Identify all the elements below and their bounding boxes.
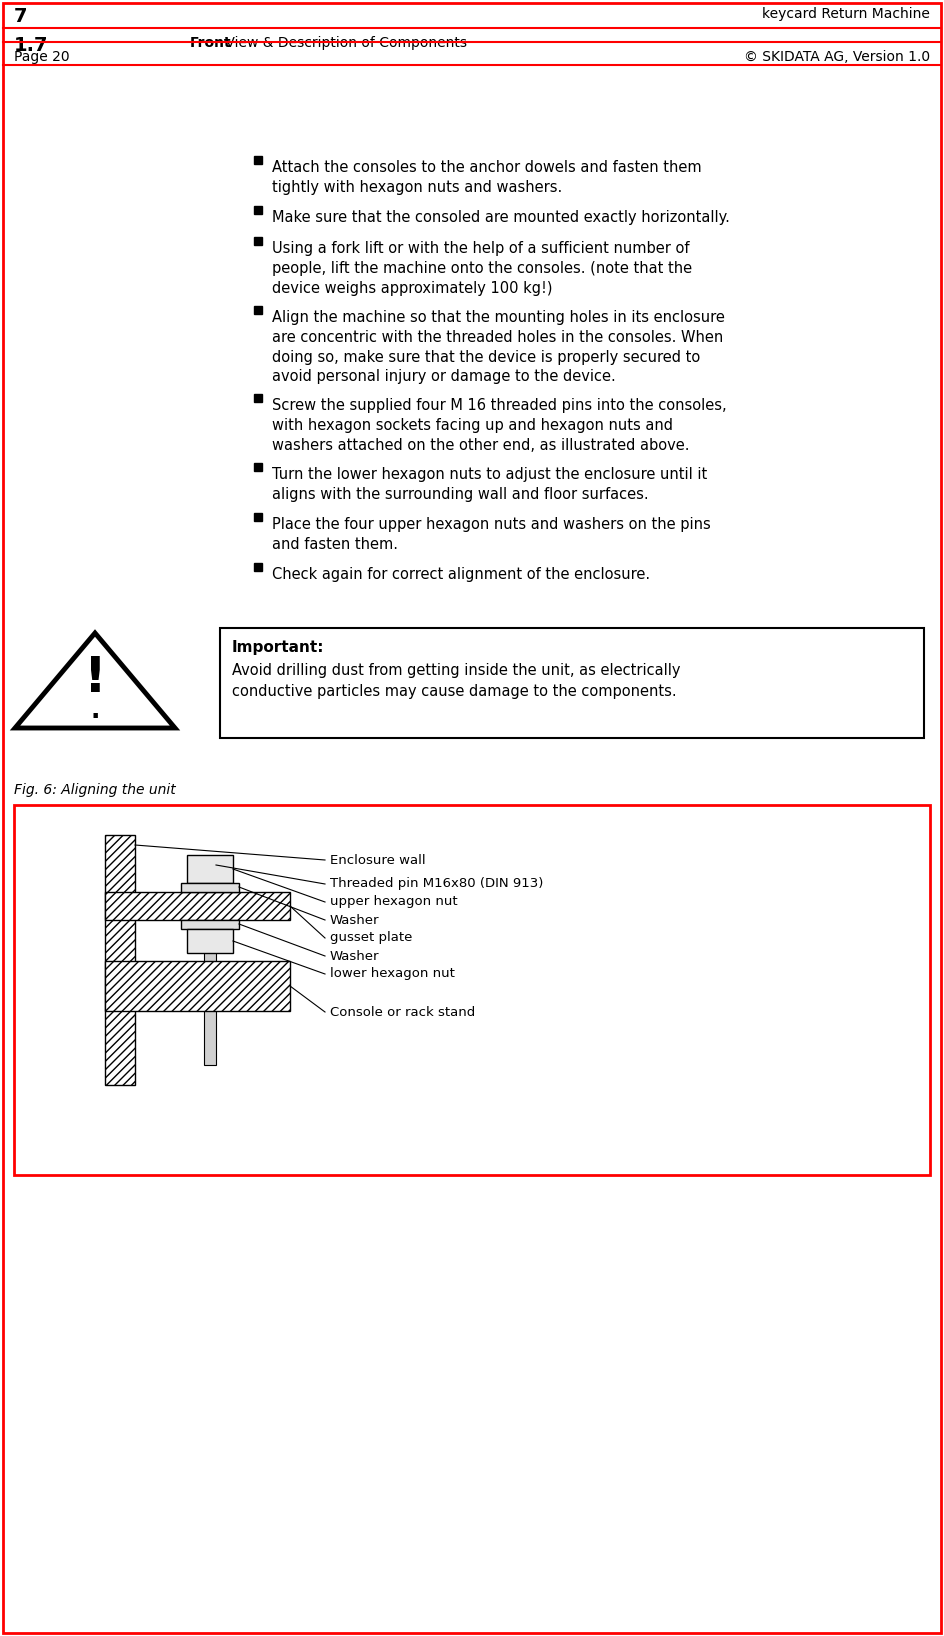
Text: Enclosure wall: Enclosure wall	[330, 854, 426, 867]
Text: Using a fork lift or with the help of a sufficient number of
people, lift the ma: Using a fork lift or with the help of a …	[272, 240, 692, 296]
Bar	[254, 155, 262, 164]
Text: Important:: Important:	[232, 640, 325, 654]
Text: Turn the lower hexagon nuts to adjust the enclosure until it
aligns with the sur: Turn the lower hexagon nuts to adjust th…	[272, 466, 707, 502]
Text: Avoid drilling dust from getting inside the unit, as electrically
conductive par: Avoid drilling dust from getting inside …	[232, 663, 681, 699]
Bar	[254, 237, 262, 245]
Text: !: !	[84, 654, 107, 702]
Text: Attach the consoles to the anchor dowels and fasten them
tightly with hexagon nu: Attach the consoles to the anchor dowels…	[272, 160, 701, 195]
Bar	[254, 563, 262, 571]
Text: Threaded pin M16x80 (DIN 913): Threaded pin M16x80 (DIN 913)	[330, 877, 544, 890]
Text: 7: 7	[14, 7, 27, 26]
Bar	[187, 856, 233, 883]
Text: Page 20: Page 20	[14, 51, 70, 64]
Text: © SKIDATA AG, Version 1.0: © SKIDATA AG, Version 1.0	[744, 51, 930, 64]
Text: Front: Front	[190, 36, 231, 51]
Bar	[254, 463, 262, 471]
Text: Make sure that the consoled are mounted exactly horizontally.: Make sure that the consoled are mounted …	[272, 209, 730, 226]
Text: Align the machine so that the mounting holes in its enclosure
are concentric wit: Align the machine so that the mounting h…	[272, 309, 725, 384]
Bar	[105, 834, 135, 1085]
Text: keycard Return Machine: keycard Return Machine	[762, 7, 930, 21]
Text: upper hexagon nut: upper hexagon nut	[330, 895, 458, 908]
Bar	[105, 892, 290, 919]
Bar	[254, 306, 262, 314]
Text: gusset plate: gusset plate	[330, 931, 413, 944]
Bar	[105, 960, 290, 1011]
Bar	[220, 628, 924, 738]
Polygon shape	[15, 633, 175, 728]
Bar	[254, 514, 262, 520]
Bar	[181, 883, 239, 892]
Text: Check again for correct alignment of the enclosure.: Check again for correct alignment of the…	[272, 568, 650, 582]
Bar	[14, 805, 930, 1175]
Text: Washer: Washer	[330, 949, 379, 962]
Bar	[181, 919, 239, 929]
Bar	[187, 929, 233, 954]
Text: Place the four upper hexagon nuts and washers on the pins
and fasten them.: Place the four upper hexagon nuts and wa…	[272, 517, 711, 551]
Text: .: .	[91, 699, 100, 723]
Bar	[204, 883, 216, 1065]
Text: Fig. 6: Aligning the unit: Fig. 6: Aligning the unit	[14, 784, 176, 797]
Text: 1.7: 1.7	[14, 36, 48, 56]
Text: Screw the supplied four M 16 threaded pins into the consoles,
with hexagon socke: Screw the supplied four M 16 threaded pi…	[272, 398, 727, 453]
Text: View & Description of Components: View & Description of Components	[221, 36, 467, 51]
Text: Console or rack stand: Console or rack stand	[330, 1006, 475, 1019]
Text: Washer: Washer	[330, 913, 379, 926]
Bar	[254, 394, 262, 402]
Bar	[254, 206, 262, 214]
Text: lower hexagon nut: lower hexagon nut	[330, 967, 455, 980]
